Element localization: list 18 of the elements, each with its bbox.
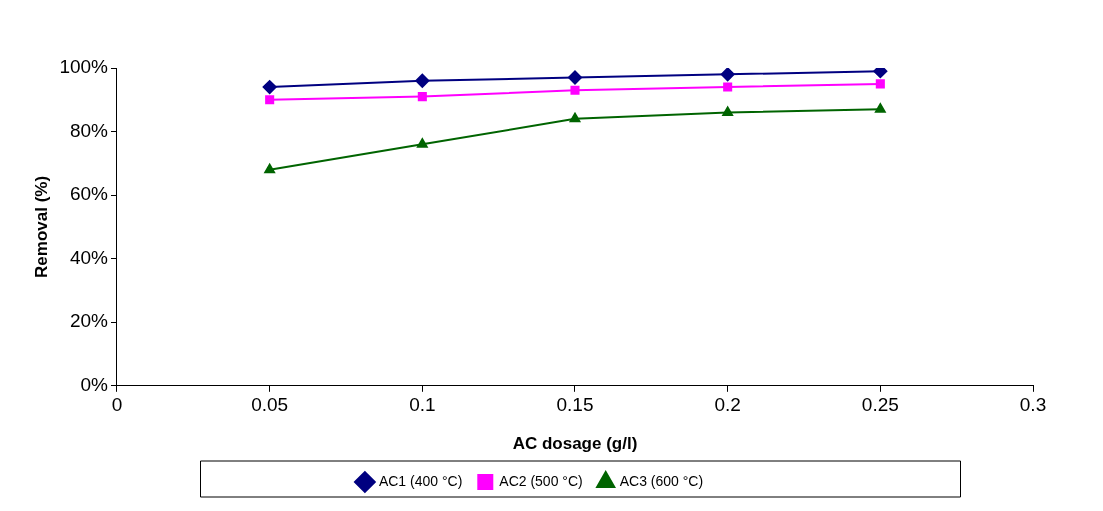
- x-tick-label: 0.1: [409, 394, 436, 416]
- y-tick-label: 20%: [69, 310, 109, 332]
- x-axis-title: AC dosage (g/l): [512, 434, 638, 454]
- x-tick-label: 0.3: [1019, 394, 1047, 416]
- y-tick-label: 80%: [69, 119, 109, 141]
- x-tick-label: 0.05: [251, 394, 289, 416]
- legend-label: AC3 (600 °C): [619, 472, 704, 489]
- y-tick-label: 100%: [59, 56, 109, 78]
- y-tick-label: 40%: [69, 246, 109, 268]
- x-tick-label: 0.2: [714, 394, 741, 416]
- y-axis-title: Removal (%): [31, 175, 51, 278]
- legend-label: AC2 (500 °C): [499, 472, 583, 489]
- y-tick-label: 60%: [69, 183, 109, 205]
- y-tick-label: 0%: [80, 374, 109, 396]
- legend-label: AC1 (400 °C): [378, 472, 463, 489]
- x-tick-label: 0.25: [861, 394, 899, 416]
- x-tick-label: 0: [111, 394, 123, 416]
- x-tick-label: 0.15: [556, 394, 594, 416]
